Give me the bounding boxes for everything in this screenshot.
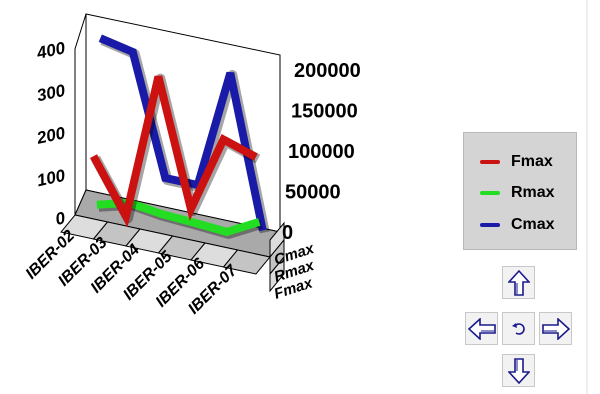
series-line-rmax <box>96 198 261 237</box>
panel-divider <box>586 0 588 394</box>
reset-view-button[interactable] <box>502 312 535 345</box>
rotate-down-button[interactable] <box>502 354 535 387</box>
series-lines <box>89 34 270 239</box>
back-wall-left <box>74 13 87 216</box>
right-axis-tick-label: 50000 <box>285 182 341 204</box>
right-axis-tick-label: 0 <box>282 222 293 244</box>
legend-item-fmax: Fmax <box>480 152 553 172</box>
chart-legend: Fmax Rmax Cmax <box>463 132 577 250</box>
left-axis-tick-label: 400 <box>34 38 67 63</box>
legend-swatch-fmax <box>480 160 500 164</box>
left-axis-tick-label: 0 <box>54 208 68 229</box>
legend-label-fmax: Fmax <box>511 153 553 170</box>
legend-swatch-rmax <box>480 191 500 195</box>
up-arrow-icon <box>507 269 530 296</box>
left-arrow-icon <box>467 317 496 340</box>
undo-rotate-icon <box>511 322 525 335</box>
right-axis-tick-label: 100000 <box>288 141 355 163</box>
right-arrow-icon <box>541 317 570 340</box>
series-line-fmax <box>89 75 258 228</box>
right-axis-tick-label: 200000 <box>294 60 361 82</box>
rotate-left-button[interactable] <box>465 312 498 345</box>
category-strip <box>222 249 271 275</box>
left-axis-tick-label: 200 <box>34 123 67 148</box>
chart-area: 0 100 200 300 400 0 50000 100000 150000 200000 I… <box>23 13 361 318</box>
legend-item-cmax: Cmax <box>480 215 555 235</box>
legend-label-rmax: Rmax <box>511 184 555 201</box>
right-axis-tick-label: 150000 <box>291 101 358 123</box>
left-axis-ticks: 0 100 200 300 400 <box>34 38 67 229</box>
legend-swatch-cmax <box>480 223 500 227</box>
depth-strip <box>269 255 285 293</box>
legend-label-cmax: Cmax <box>511 216 555 233</box>
category-strips <box>60 214 285 293</box>
legend-item-rmax: Rmax <box>480 183 555 203</box>
down-arrow-icon <box>507 357 530 384</box>
rotate-up-button[interactable] <box>502 266 535 299</box>
rotation-navigation-pad <box>460 266 576 390</box>
left-axis-tick-label: 100 <box>35 166 67 191</box>
left-axis-tick-label: 300 <box>35 81 67 106</box>
rotate-right-button[interactable] <box>539 312 572 345</box>
right-axis-ticks: 0 50000 100000 150000 200000 <box>282 60 361 244</box>
